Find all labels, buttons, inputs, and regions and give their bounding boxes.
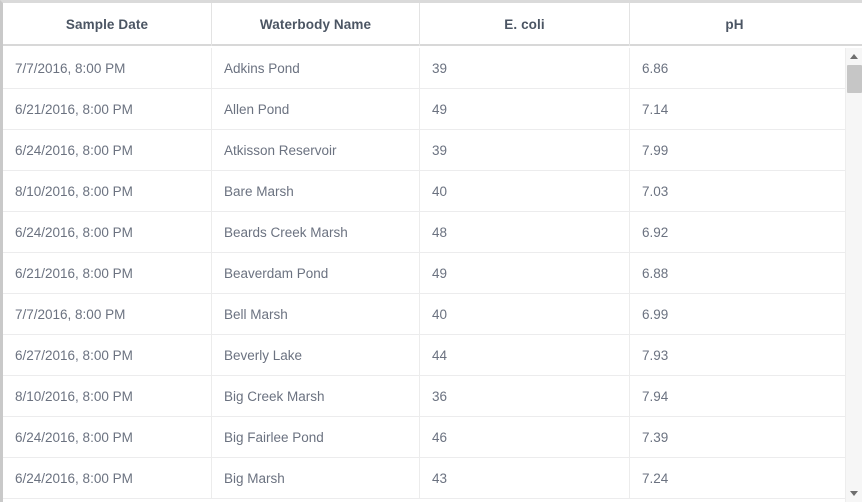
cell-waterbody_name: Atkisson Reservoir <box>212 130 420 171</box>
column-header-ph[interactable]: pH <box>630 3 839 46</box>
table-body: 7/7/2016, 8:00 PM Adkins Pond 39 6.86 6/21/2… <box>3 48 862 502</box>
cell-e_coli: 49 <box>420 253 630 294</box>
data-grid-inner: Sample Date Waterbody Name E. coli pH 7/… <box>3 3 862 502</box>
table-row[interactable]: 7/7/2016, 8:00 PM Adkins Pond 39 6.86 <box>3 48 862 89</box>
table-row[interactable]: 6/24/2016, 8:00 PM Beards Creek Marsh 48 6.… <box>3 212 862 253</box>
table-row[interactable]: 8/10/2016, 8:00 PM Bare Marsh 40 7.03 <box>3 171 862 212</box>
table-row[interactable]: 6/21/2016, 8:00 PM Beaverdam Pond 49 6.88 <box>3 253 862 294</box>
cell-waterbody_name: Beards Creek Marsh <box>212 212 420 253</box>
cell-sample_date: 6/24/2016, 8:00 PM <box>3 130 212 171</box>
cell-sample_date: 6/24/2016, 8:00 PM <box>3 417 212 458</box>
scroll-up-button[interactable] <box>846 48 862 65</box>
table-row[interactable]: 8/10/2016, 8:00 PM Big Creek Marsh 36 7.94 <box>3 376 862 417</box>
cell-ph: 6.92 <box>642 225 669 240</box>
cell-sample_date: 6/27/2016, 8:00 PM <box>3 335 212 376</box>
cell-waterbody_name: Big Creek Marsh <box>212 376 420 417</box>
cell-ph: 6.86 <box>642 61 669 76</box>
cell-ph: 7.99 <box>642 143 669 158</box>
column-header-label: Sample Date <box>65 17 149 32</box>
cell-e_coli: 39 <box>420 130 630 171</box>
cell-ph: 7.93 <box>642 348 669 363</box>
cell-sample_date: 7/7/2016, 8:00 PM <box>3 294 212 335</box>
cell-waterbody_name: Bare Marsh <box>212 171 420 212</box>
cell-e_coli: 40 <box>420 171 630 212</box>
cell-ph: 7.03 <box>642 184 669 199</box>
column-header-e-coli[interactable]: E. coli <box>420 3 630 46</box>
column-header-waterbody-name[interactable]: Waterbody Name <box>212 3 420 46</box>
column-header-label: E. coli <box>504 17 545 32</box>
cell-ph: 7.24 <box>642 471 669 486</box>
cell-waterbody_name: Allen Pond <box>212 89 420 130</box>
chevron-up-icon <box>850 54 858 59</box>
cell-e_coli: 48 <box>420 212 630 253</box>
cell-sample_date: 6/21/2016, 8:00 PM <box>3 89 212 130</box>
cell-e_coli: 36 <box>420 376 630 417</box>
cell-ph: 7.39 <box>642 430 669 445</box>
cell-e_coli: 49 <box>420 89 630 130</box>
table-rows: 7/7/2016, 8:00 PM Adkins Pond 39 6.86 6/21/2… <box>3 48 862 499</box>
cell-ph: 7.94 <box>642 389 669 404</box>
chevron-down-icon <box>850 491 858 496</box>
table-row[interactable]: 6/24/2016, 8:00 PM Big Marsh 43 7.24 <box>3 458 862 499</box>
table-row[interactable]: 6/24/2016, 8:00 PM Atkisson Reservoir 39 7.… <box>3 130 862 171</box>
scroll-down-button[interactable] <box>846 485 862 502</box>
cell-e_coli: 43 <box>420 458 630 499</box>
cell-sample_date: 6/24/2016, 8:00 PM <box>3 212 212 253</box>
column-header-sample-date[interactable]: Sample Date <box>3 3 212 46</box>
cell-waterbody_name: Bell Marsh <box>212 294 420 335</box>
cell-sample_date: 6/24/2016, 8:00 PM <box>3 458 212 499</box>
cell-waterbody_name: Beverly Lake <box>212 335 420 376</box>
cell-sample_date: 8/10/2016, 8:00 PM <box>3 376 212 417</box>
cell-waterbody_name: Adkins Pond <box>212 48 420 89</box>
cell-e_coli: 46 <box>420 417 630 458</box>
vertical-scrollbar[interactable] <box>845 48 862 502</box>
cell-ph: 7.14 <box>642 102 669 117</box>
cell-waterbody_name: Beaverdam Pond <box>212 253 420 294</box>
column-header-label: pH <box>725 17 744 32</box>
cell-sample_date: 8/10/2016, 8:00 PM <box>3 171 212 212</box>
cell-e_coli: 44 <box>420 335 630 376</box>
table-row[interactable]: 7/7/2016, 8:00 PM Bell Marsh 40 6.99 <box>3 294 862 335</box>
cell-e_coli: 39 <box>420 48 630 89</box>
column-header-label: Waterbody Name <box>259 17 372 32</box>
cell-ph: 6.88 <box>642 266 669 281</box>
table-header-row: Sample Date Waterbody Name E. coli pH <box>3 3 862 46</box>
cell-sample_date: 6/21/2016, 8:00 PM <box>3 253 212 294</box>
table-row[interactable]: 6/27/2016, 8:00 PM Beverly Lake 44 7.93 <box>3 335 862 376</box>
cell-e_coli: 40 <box>420 294 630 335</box>
cell-sample_date: 7/7/2016, 8:00 PM <box>3 48 212 89</box>
table-row[interactable]: 6/21/2016, 8:00 PM Allen Pond 49 7.14 <box>3 89 862 130</box>
cell-waterbody_name: Big Marsh <box>212 458 420 499</box>
cell-waterbody_name: Big Fairlee Pond <box>212 417 420 458</box>
scrollbar-thumb[interactable] <box>847 65 862 93</box>
table-row[interactable]: 6/24/2016, 8:00 PM Big Fairlee Pond 46 7.39 <box>3 417 862 458</box>
cell-ph: 6.99 <box>642 307 669 322</box>
